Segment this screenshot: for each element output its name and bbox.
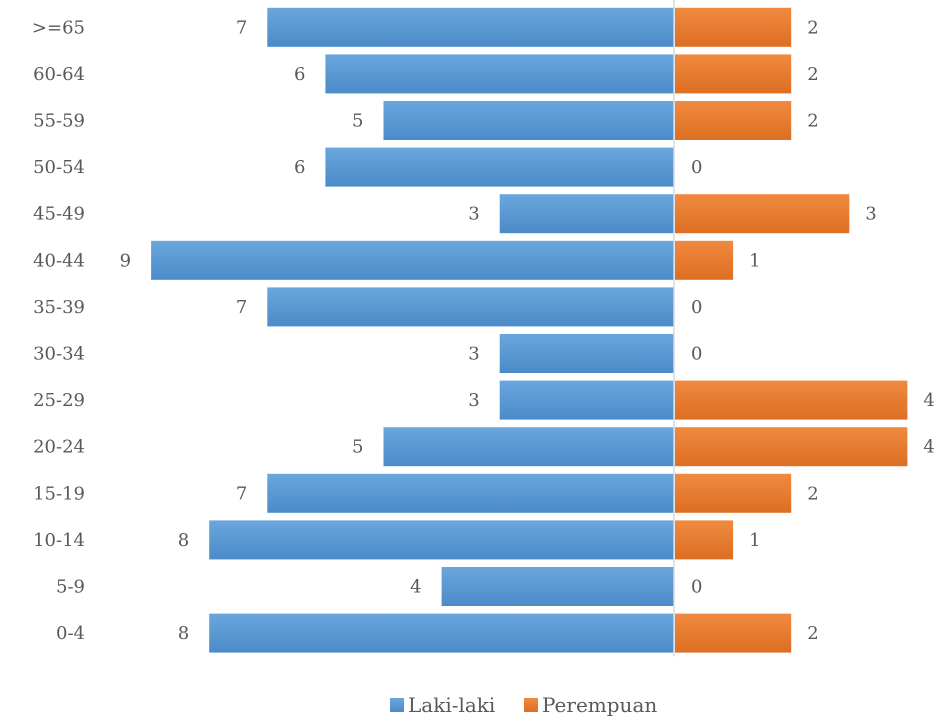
category-labels: >=65 60-64 55-59 50-54 45-49 40-44 35-39 30-34 2…	[32, 17, 85, 644]
data-label-laki-laki-ge-65: 7	[236, 17, 247, 38]
bar-perempuan-45-49	[675, 194, 850, 234]
bar-laki-laki-ge-65	[267, 7, 674, 47]
data-label-laki-laki-10-14: 8	[178, 530, 189, 551]
bars-group	[151, 7, 908, 653]
bar-perempuan-10-14	[675, 520, 734, 560]
data-label-laki-laki-40-44: 9	[120, 250, 131, 271]
bar-perempuan-20-24	[675, 427, 908, 467]
bar-perempuan-40-44	[675, 240, 734, 280]
data-label-perempuan-55-59: 2	[807, 111, 818, 132]
category-label-25-29: 25-29	[33, 390, 85, 411]
bar-perempuan-25-29	[675, 380, 908, 420]
bar-laki-laki-15-19	[267, 473, 674, 513]
bar-laki-laki-55-59	[383, 101, 674, 140]
data-label-laki-laki-15-19: 7	[236, 483, 247, 504]
category-label-40-44: 40-44	[33, 250, 85, 271]
data-label-perempuan-45-49: 3	[865, 204, 876, 225]
data-label-perempuan-0-4: 2	[807, 623, 818, 644]
bar-perempuan-60-64	[675, 54, 792, 94]
category-label-60-64: 60-64	[33, 64, 85, 85]
bar-laki-laki-40-44	[151, 240, 675, 280]
bar-laki-laki-0-4	[209, 613, 674, 653]
data-label-perempuan-35-39: 0	[691, 297, 702, 318]
bar-laki-laki-25-29	[499, 380, 674, 420]
bar-laki-laki-35-39	[267, 287, 674, 327]
bar-perempuan-ge-65	[675, 7, 792, 47]
data-label-perempuan-ge-65: 2	[807, 17, 818, 38]
legend-label-laki-laki: Laki-laki	[408, 693, 495, 717]
data-label-laki-laki-60-64: 6	[294, 64, 305, 85]
bar-perempuan-15-19	[675, 473, 792, 513]
bar-perempuan-55-59	[675, 101, 792, 140]
category-label-15-19: 15-19	[33, 483, 85, 504]
data-label-perempuan-40-44: 1	[749, 250, 760, 271]
bar-laki-laki-60-64	[325, 54, 674, 94]
data-label-perempuan-10-14: 1	[749, 530, 760, 551]
bar-laki-laki-30-34	[499, 334, 674, 373]
category-label-50-54: 50-54	[33, 157, 85, 178]
data-label-laki-laki-5-9: 4	[410, 577, 421, 598]
data-label-laki-laki-0-4: 8	[178, 623, 189, 644]
legend-label-perempuan: Perempuan	[542, 693, 657, 717]
data-label-laki-laki-50-54: 6	[294, 157, 305, 178]
data-label-perempuan-20-24: 4	[923, 437, 934, 458]
data-label-laki-laki-20-24: 5	[352, 437, 363, 458]
data-label-perempuan-60-64: 2	[807, 64, 818, 85]
category-label-20-24: 20-24	[33, 437, 85, 458]
category-label-55-59: 55-59	[33, 111, 85, 132]
category-label-45-49: 45-49	[33, 204, 85, 225]
legend-swatch-perempuan	[524, 698, 538, 712]
data-label-laki-laki-45-49: 3	[468, 204, 479, 225]
data-label-perempuan-5-9: 0	[691, 577, 702, 598]
bar-laki-laki-45-49	[499, 194, 674, 234]
bar-laki-laki-5-9	[441, 567, 674, 606]
legend: Laki-laki Perempuan	[390, 693, 657, 717]
data-label-perempuan-50-54: 0	[691, 157, 702, 178]
category-label-0-4: 0-4	[56, 623, 85, 644]
category-label-5-9: 5-9	[56, 577, 85, 598]
category-label-30-34: 30-34	[33, 344, 85, 365]
bar-perempuan-0-4	[675, 613, 792, 653]
data-label-laki-laki-25-29: 3	[468, 390, 479, 411]
data-label-laki-laki-35-39: 7	[236, 297, 247, 318]
bar-laki-laki-20-24	[383, 427, 674, 467]
legend-swatch-laki-laki	[390, 698, 404, 712]
category-label-ge-65: >=65	[32, 17, 85, 38]
data-label-perempuan-15-19: 2	[807, 483, 818, 504]
category-label-10-14: 10-14	[33, 530, 85, 551]
data-labels: 7 26 25 26 03 39 17 03 03 45 47 28 14 08 2	[120, 17, 935, 644]
data-label-perempuan-25-29: 4	[923, 390, 934, 411]
bar-laki-laki-10-14	[209, 520, 674, 560]
data-label-laki-laki-55-59: 5	[352, 111, 363, 132]
data-label-perempuan-30-34: 0	[691, 344, 702, 365]
data-label-laki-laki-30-34: 3	[468, 344, 479, 365]
category-label-35-39: 35-39	[33, 297, 85, 318]
bar-laki-laki-50-54	[325, 147, 674, 187]
